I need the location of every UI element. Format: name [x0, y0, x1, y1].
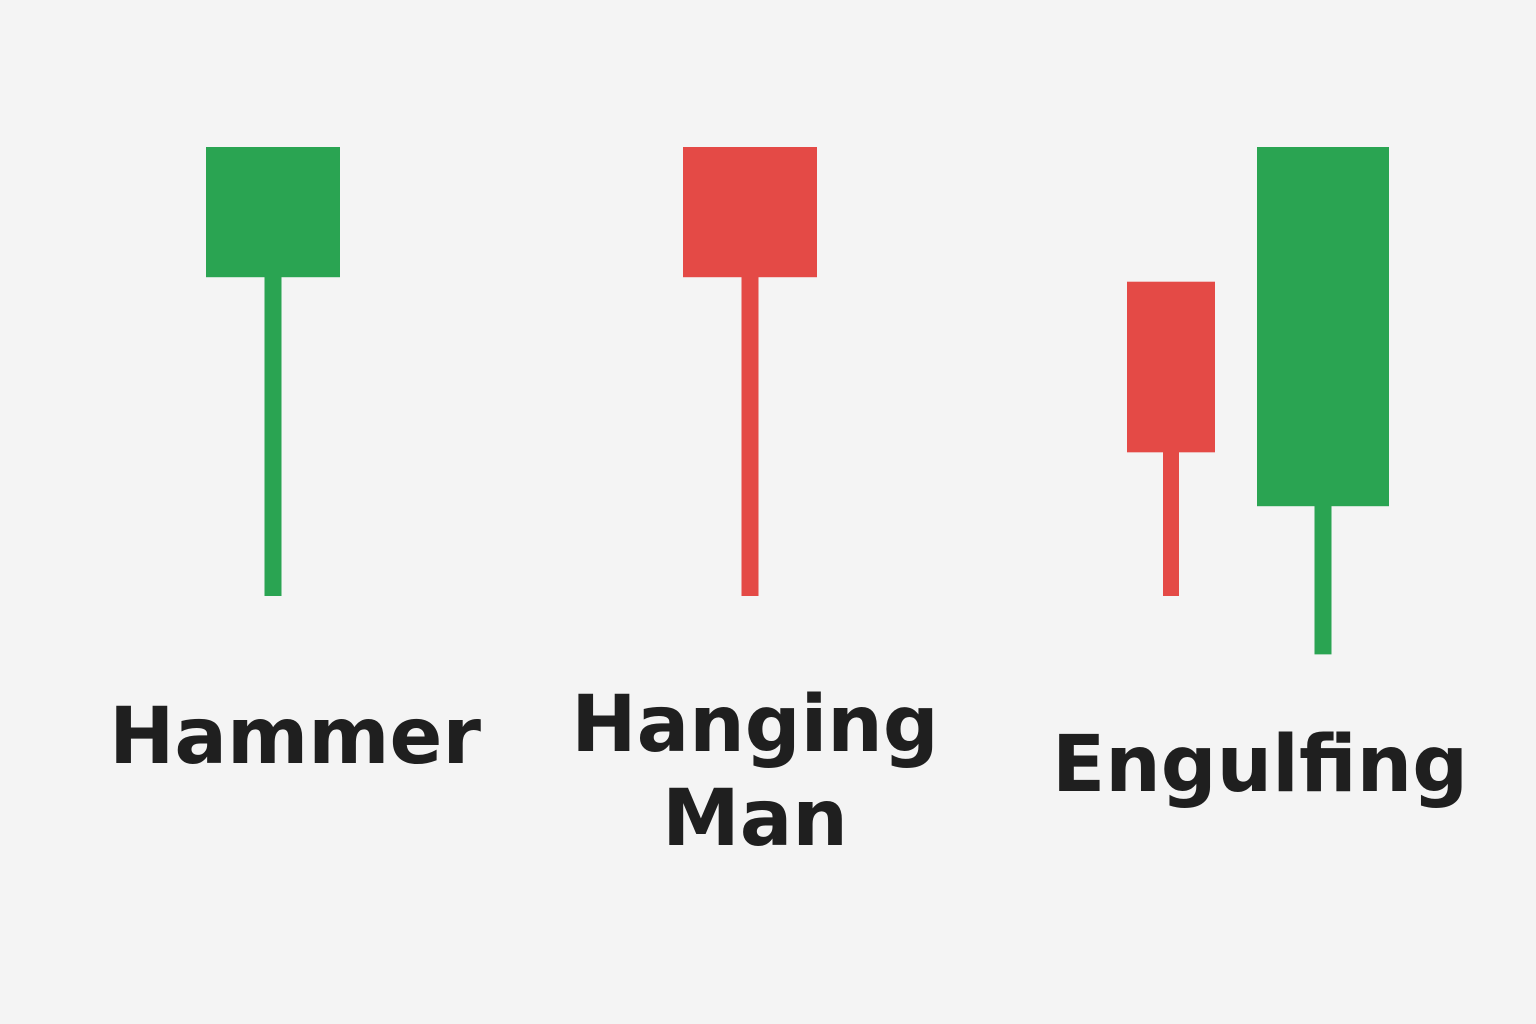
hammer-lower-wick [264, 276, 282, 596]
hanging-man-body [683, 147, 817, 278]
hanging-man-label-line2: Man [662, 774, 848, 864]
hanging-man-pattern [683, 147, 817, 596]
engulfing-bearish-body [1127, 281, 1215, 453]
engulfing-bullish-lower-wick [1314, 505, 1332, 655]
engulfing-label: Engulfing [1051, 720, 1469, 810]
hanging-man-label: Hanging Man [555, 678, 955, 866]
engulfing-bearish-lower-wick [1163, 451, 1179, 596]
hammer-pattern [206, 147, 340, 596]
hammer-label: Hammer [109, 692, 481, 782]
engulfing-bullish-body [1257, 147, 1389, 507]
hanging-man-lower-wick [741, 276, 759, 596]
hammer-body [206, 147, 340, 278]
hanging-man-label-line1: Hanging [571, 680, 939, 770]
engulfing-pattern [1127, 147, 1389, 655]
